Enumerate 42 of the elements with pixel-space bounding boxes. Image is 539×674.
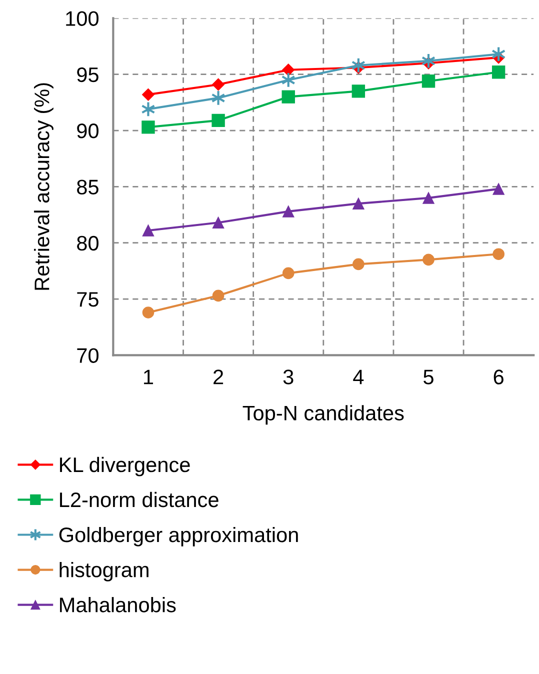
y-tick-label: 95 xyxy=(77,67,98,82)
point xyxy=(212,290,224,302)
x-tick-label: 3 xyxy=(283,370,294,384)
y-tick-label: 80 xyxy=(77,236,98,251)
point xyxy=(212,114,225,128)
x-tick-label: 5 xyxy=(424,370,434,384)
legend-label: histogram xyxy=(60,562,148,582)
point xyxy=(352,84,366,98)
x-tick-label: 4 xyxy=(353,370,364,384)
point xyxy=(352,198,364,210)
legend-label: Mahalanobis xyxy=(60,597,176,612)
point xyxy=(282,90,295,104)
point xyxy=(282,64,295,76)
y-tick-label: 85 xyxy=(77,180,98,194)
point xyxy=(422,74,436,88)
point xyxy=(422,192,434,204)
legend-label: L2-norm distance xyxy=(60,492,218,508)
x-tick-label: 1 xyxy=(144,370,153,384)
point xyxy=(422,254,434,266)
point xyxy=(142,120,155,134)
x-tick-label: 2 xyxy=(214,370,224,384)
point xyxy=(282,267,294,280)
point xyxy=(492,183,504,195)
point xyxy=(142,306,154,318)
point xyxy=(352,258,364,270)
point xyxy=(142,224,154,236)
legend-label: KL divergence xyxy=(60,456,190,476)
x-tick-label: 6 xyxy=(494,370,504,384)
y-tick-label: 70 xyxy=(77,348,98,363)
point xyxy=(212,78,225,91)
y-tick-label: 100 xyxy=(66,11,98,26)
legend-label: Goldberger approximation xyxy=(59,526,298,546)
y-tick-label: 90 xyxy=(77,124,98,138)
point xyxy=(492,66,506,79)
point xyxy=(282,206,294,218)
point xyxy=(212,216,224,229)
point xyxy=(492,248,504,260)
x-axis-title: Top-N candidates xyxy=(242,405,404,425)
point xyxy=(141,101,156,118)
y-tick-label: 75 xyxy=(77,292,98,307)
point xyxy=(142,88,154,101)
y-axis-title: Retrieval accuracy (%) xyxy=(34,83,54,290)
